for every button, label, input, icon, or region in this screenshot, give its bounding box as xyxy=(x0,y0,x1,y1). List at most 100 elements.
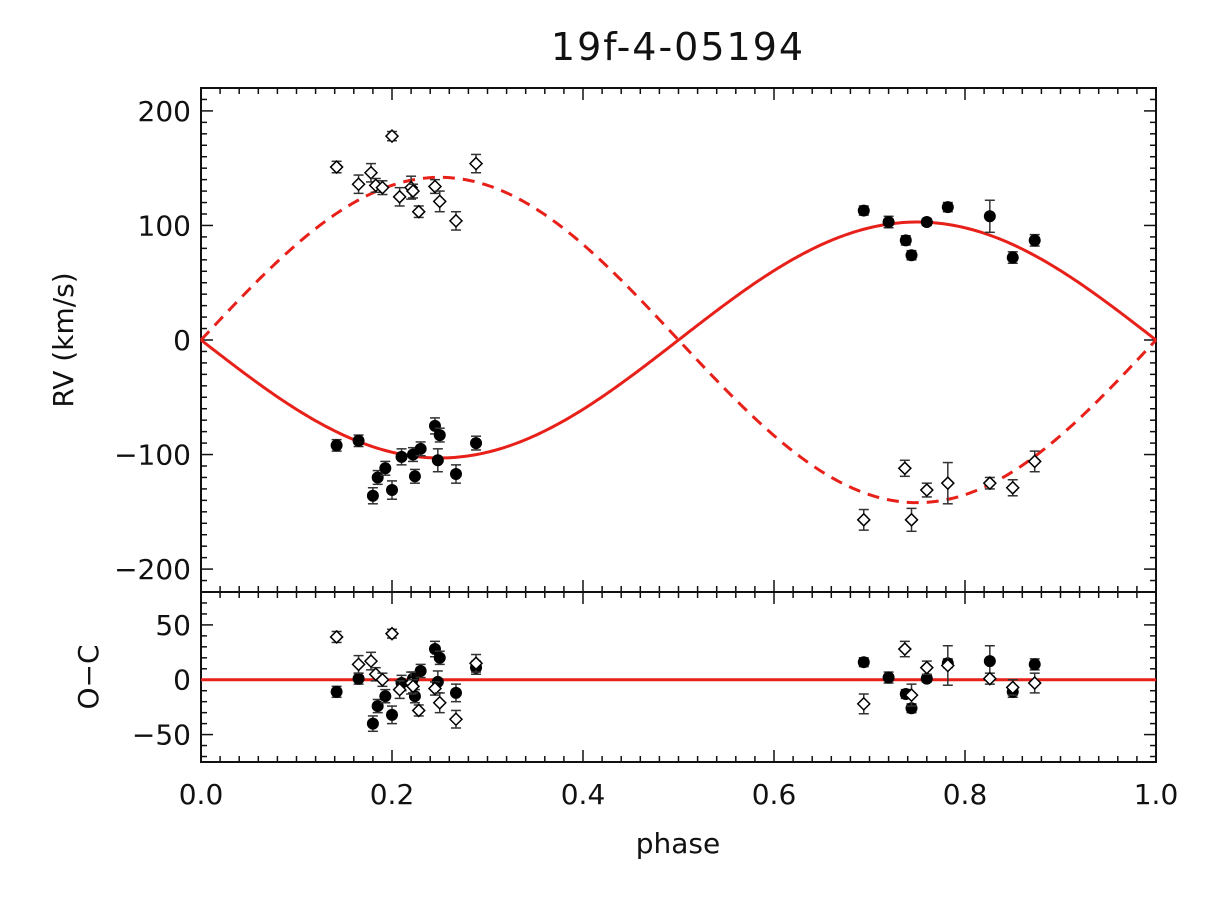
oc-secondary-point xyxy=(982,671,997,686)
oc-secondary-point xyxy=(1005,680,1020,695)
rv-secondary-point xyxy=(856,512,871,527)
oc-secondary-point xyxy=(351,657,366,672)
rv-primary-point xyxy=(1006,251,1019,264)
oc-secondary-point xyxy=(856,696,871,711)
oc-secondary-point xyxy=(363,654,379,669)
oc-y-tick-label: 0 xyxy=(173,664,191,697)
rv-secondary-point xyxy=(384,129,400,144)
rv-primary-point xyxy=(352,434,365,447)
oc-secondary-point xyxy=(329,629,344,645)
rv-primary-point xyxy=(379,462,392,475)
oc-secondary-point xyxy=(904,688,919,703)
rv-secondary-point xyxy=(904,512,919,527)
oc-primary-point xyxy=(352,672,365,685)
rv-secondary-point xyxy=(351,177,366,192)
oc-primary-point xyxy=(905,702,918,715)
oc-primary-point xyxy=(428,643,441,656)
x-tick-label: 0.4 xyxy=(561,778,606,811)
rv-secondary-point xyxy=(468,156,484,171)
rv-primary-point xyxy=(1028,234,1041,247)
rv-primary-point xyxy=(431,454,444,467)
rv-primary-point xyxy=(857,204,870,217)
x-axis-label: phase xyxy=(636,827,721,860)
rv-primary-point xyxy=(983,210,996,223)
rv-y-tick-label: −100 xyxy=(114,439,191,472)
rv-secondary-point xyxy=(427,179,443,194)
oc-primary-point xyxy=(330,685,343,698)
oc-secondary-point xyxy=(1027,675,1042,691)
rv-primary-point xyxy=(899,234,912,247)
rv-primary-point xyxy=(366,489,379,502)
oc-y-tick-label: −50 xyxy=(132,719,191,752)
oc-y-axis-label: O−C xyxy=(72,644,105,709)
rv-y-tick-label: 100 xyxy=(138,209,191,242)
oc-primary-point xyxy=(449,686,462,699)
rv-secondary-point xyxy=(448,213,464,228)
oc-secondary-point xyxy=(468,656,484,671)
oc-panel: 0.0 0.2 0.4 0.6 0.8 1.0 −50 0 50 xyxy=(132,591,1179,811)
rv-primary-point xyxy=(414,442,427,455)
oc-secondary-point xyxy=(427,681,443,696)
rv-primary-point xyxy=(920,216,933,229)
oc-primary-point xyxy=(414,664,427,677)
oc-secondary-point xyxy=(940,658,955,673)
oc-secondary-point xyxy=(448,712,464,727)
oc-y-tick-label: 50 xyxy=(155,609,191,642)
oc-primary-point xyxy=(983,655,996,668)
rv-primary-point xyxy=(470,437,483,450)
oc-primary-point xyxy=(882,671,895,684)
x-tick-label: 0.6 xyxy=(752,778,797,811)
rv-primary-point xyxy=(408,470,421,483)
rv-panel: −200 −100 0 100 200 xyxy=(114,87,1158,593)
oc-primary-point xyxy=(371,700,384,713)
rv-primary-point xyxy=(882,216,895,229)
rv-y-tick-label: 200 xyxy=(138,95,191,128)
rv-secondary-point xyxy=(375,180,390,195)
x-tick-label: 0.0 xyxy=(179,778,224,811)
rv-secondary-point xyxy=(919,482,934,498)
x-tick-label: 0.2 xyxy=(370,778,415,811)
rv-primary-point xyxy=(941,201,954,214)
rv-secondary-point xyxy=(897,461,912,476)
rv-secondary-point xyxy=(411,204,426,219)
x-tick-label: 0.8 xyxy=(943,778,988,811)
rv-secondary-point xyxy=(329,159,344,175)
oc-secondary-point xyxy=(405,679,421,694)
rv-primary-point xyxy=(330,439,343,452)
rv-secondary-point xyxy=(1005,480,1020,495)
oc-secondary-point xyxy=(392,682,407,697)
rv-secondary-point xyxy=(1027,454,1042,469)
rv-primary-point xyxy=(449,468,462,481)
oc-primary-point xyxy=(386,708,398,721)
oc-primary-point xyxy=(379,690,392,703)
rv-secondary-point xyxy=(363,165,379,180)
x-tick-label: 1.0 xyxy=(1134,778,1179,811)
rv-primary-point xyxy=(433,429,446,442)
oc-primary-point xyxy=(1028,658,1041,671)
rv-secondary-point xyxy=(432,194,447,209)
rv-secondary-point xyxy=(405,184,421,199)
rv-primary-point xyxy=(386,484,398,497)
rv-secondary-point xyxy=(940,476,955,491)
rv-primary-point xyxy=(905,249,918,262)
oc-primary-point xyxy=(920,672,933,685)
rv-y-axis-label: RV (km/s) xyxy=(47,272,80,407)
oc-secondary-point xyxy=(411,703,426,718)
oc-primary-point xyxy=(857,656,870,669)
oc-secondary-point xyxy=(897,641,912,657)
chart-title: 19f-4-05194 xyxy=(551,25,805,69)
rv-y-tick-label: 0 xyxy=(173,324,191,357)
oc-secondary-point xyxy=(375,672,390,687)
oc-primary-point xyxy=(366,717,379,730)
rv-primary-point xyxy=(371,471,384,484)
oc-frame xyxy=(200,591,1157,763)
oc-secondary-point xyxy=(919,660,934,675)
rv-secondary-point xyxy=(982,476,997,491)
rv-y-tick-label: −200 xyxy=(114,553,191,586)
oc-secondary-point xyxy=(384,626,400,641)
oc-secondary-point xyxy=(432,695,447,710)
rv-secondary-point xyxy=(392,189,407,204)
rv-primary-point xyxy=(395,450,408,463)
oc-primary-point xyxy=(433,651,446,664)
